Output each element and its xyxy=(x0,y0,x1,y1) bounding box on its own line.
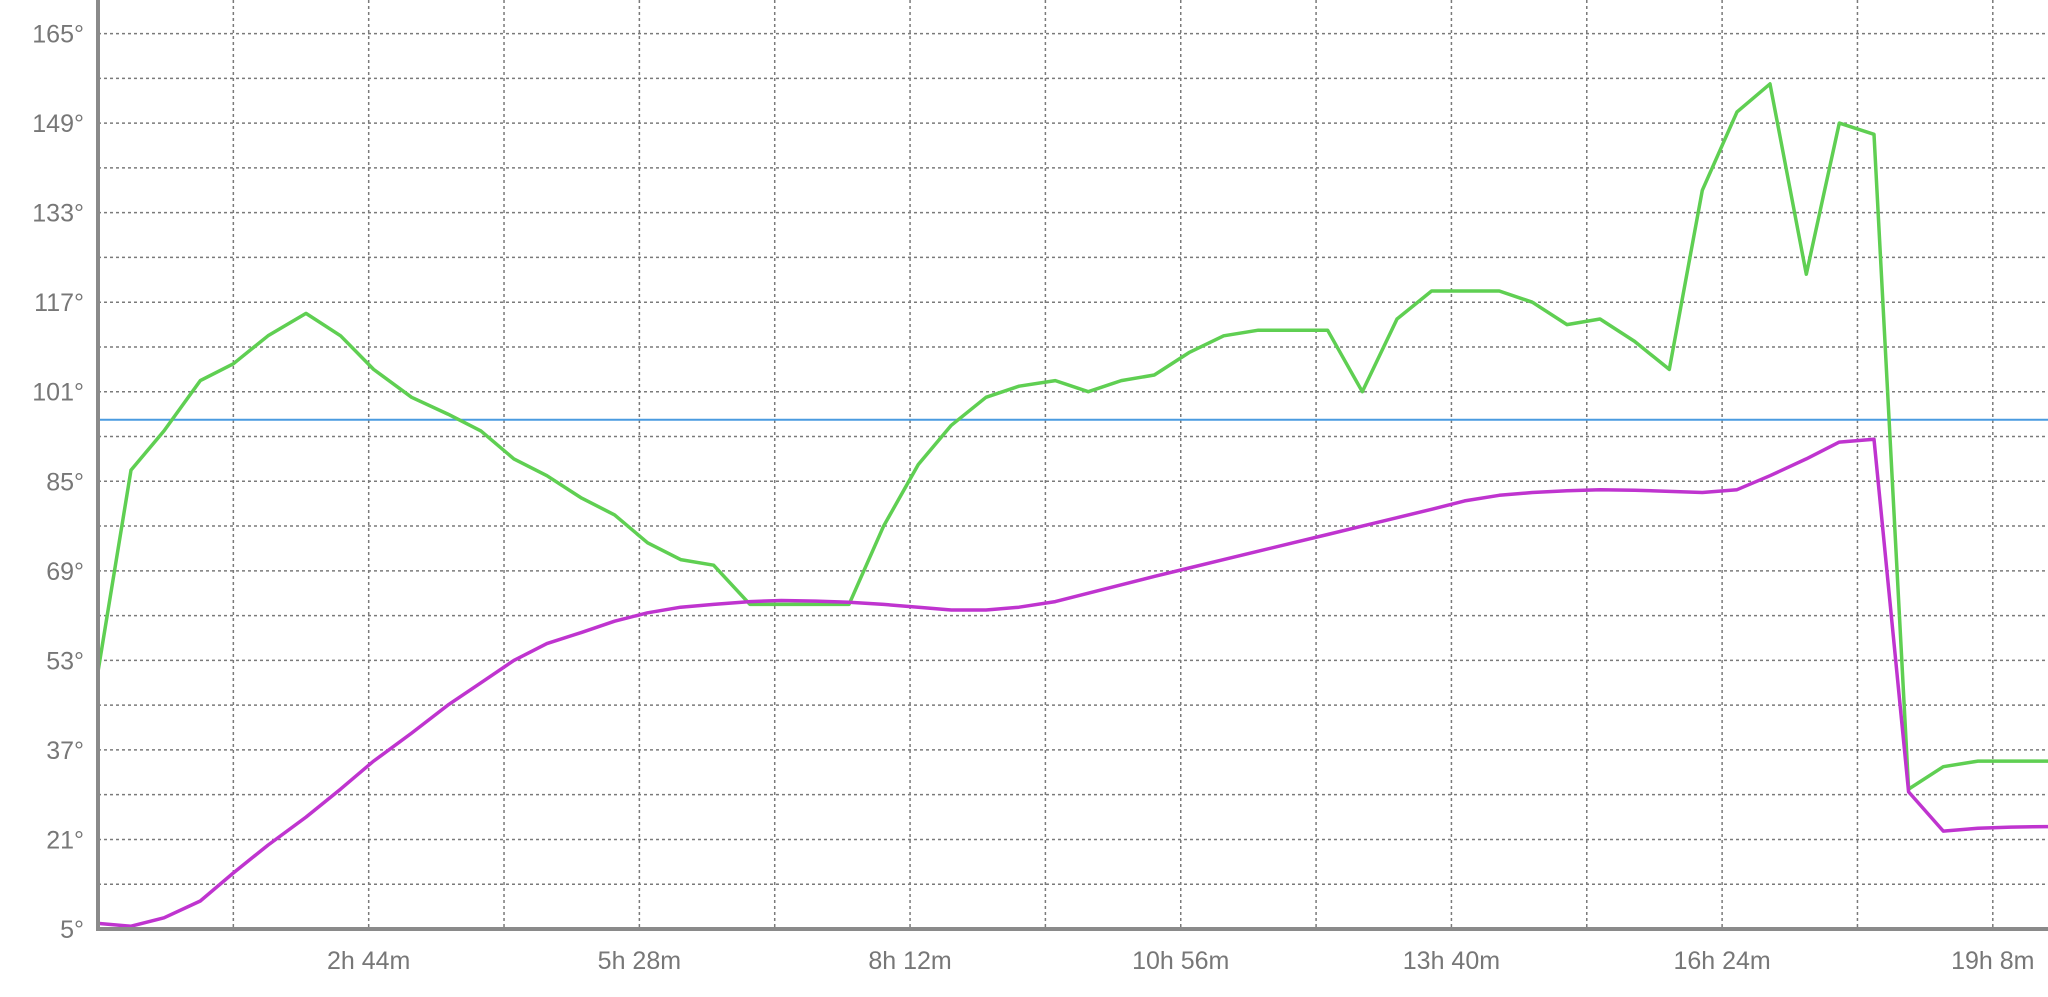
x-tick-label: 5h 28m xyxy=(598,947,681,975)
x-tick-label: 10h 56m xyxy=(1132,947,1229,975)
y-tick-label: 37° xyxy=(46,737,84,765)
x-tick-label: 19h 8m xyxy=(1951,947,2034,975)
y-tick-label: 53° xyxy=(46,647,84,675)
x-tick-label: 13h 40m xyxy=(1403,947,1500,975)
x-tick-label: 2h 44m xyxy=(327,947,410,975)
y-tick-label: 165° xyxy=(32,21,84,49)
series-line-2 xyxy=(98,437,2048,928)
y-tick-label: 149° xyxy=(32,110,84,138)
y-tick-label: 5° xyxy=(60,916,84,944)
x-axis-tick-labels: 2h 44m 5h 28m 8h 12m 10h 56m 13h 40m 16h 24m 1… xyxy=(327,947,2035,975)
y-tick-label: 69° xyxy=(46,558,84,586)
y-tick-label: 21° xyxy=(46,826,84,854)
x-tick-label: 8h 12m xyxy=(868,947,951,975)
y-axis-tick-labels: 5° 21° 37° 53° 69° 85° 101° 117° 133° 149° 165° xyxy=(32,21,84,944)
series-line-1 xyxy=(98,82,2048,791)
y-tick-label: 101° xyxy=(32,379,84,407)
x-tick-label: 16h 24m xyxy=(1673,947,1770,975)
grid xyxy=(98,0,2048,929)
y-tick-label: 117° xyxy=(34,289,84,317)
axes xyxy=(96,0,2048,931)
y-tick-label: 133° xyxy=(32,200,84,228)
series-group xyxy=(98,82,2048,928)
y-tick-label: 85° xyxy=(46,468,84,496)
